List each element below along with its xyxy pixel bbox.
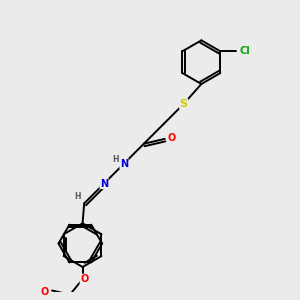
- Text: O: O: [40, 287, 49, 297]
- Text: Cl: Cl: [240, 46, 251, 56]
- Text: N: N: [120, 159, 128, 169]
- Text: O: O: [80, 274, 88, 284]
- Text: O: O: [168, 133, 176, 143]
- Text: S: S: [180, 99, 188, 109]
- Text: H: H: [74, 192, 80, 201]
- Text: N: N: [100, 178, 108, 188]
- Text: H: H: [112, 155, 118, 164]
